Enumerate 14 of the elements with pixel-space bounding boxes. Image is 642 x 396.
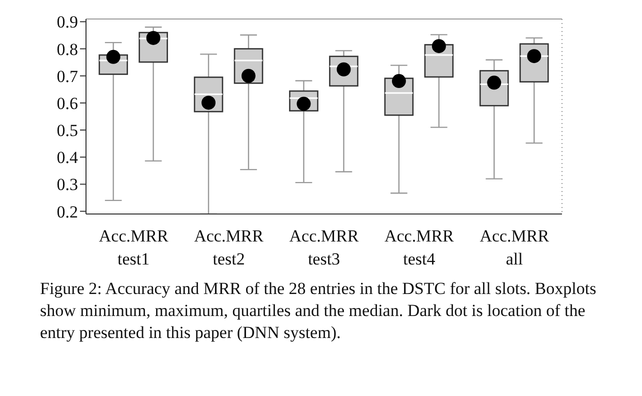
x-tick-label: Acc.MRR test4 xyxy=(384,226,455,268)
y-tick-label: 0.3 xyxy=(56,175,78,194)
x-tick-label: Acc.MRR test1 xyxy=(98,226,169,268)
y-tick-label: 0.2 xyxy=(56,202,78,222)
x-tick-label: Acc.MRR test3 xyxy=(289,226,360,268)
y-tick-label: 0.4 xyxy=(56,148,78,168)
y-tick-label: 0.9 xyxy=(56,12,78,32)
x-tick-label: Acc.MRR all xyxy=(480,226,550,268)
x-tick-label: Acc.MRR test2 xyxy=(194,226,264,268)
y-tick-label: 0.8 xyxy=(56,40,78,59)
y-tick-label: 0.6 xyxy=(56,94,78,113)
y-tick-label: 0.5 xyxy=(56,121,78,140)
y-tick-label: 0.7 xyxy=(56,66,78,86)
caption: Figure 2: Accuracy and MRR of the 28 entries in the DSTC for all slots. Boxplots show minimum, maximum, quartiles and the median. Dark dot is location of the entry presented in this paper (DNN system). xyxy=(40,278,598,344)
